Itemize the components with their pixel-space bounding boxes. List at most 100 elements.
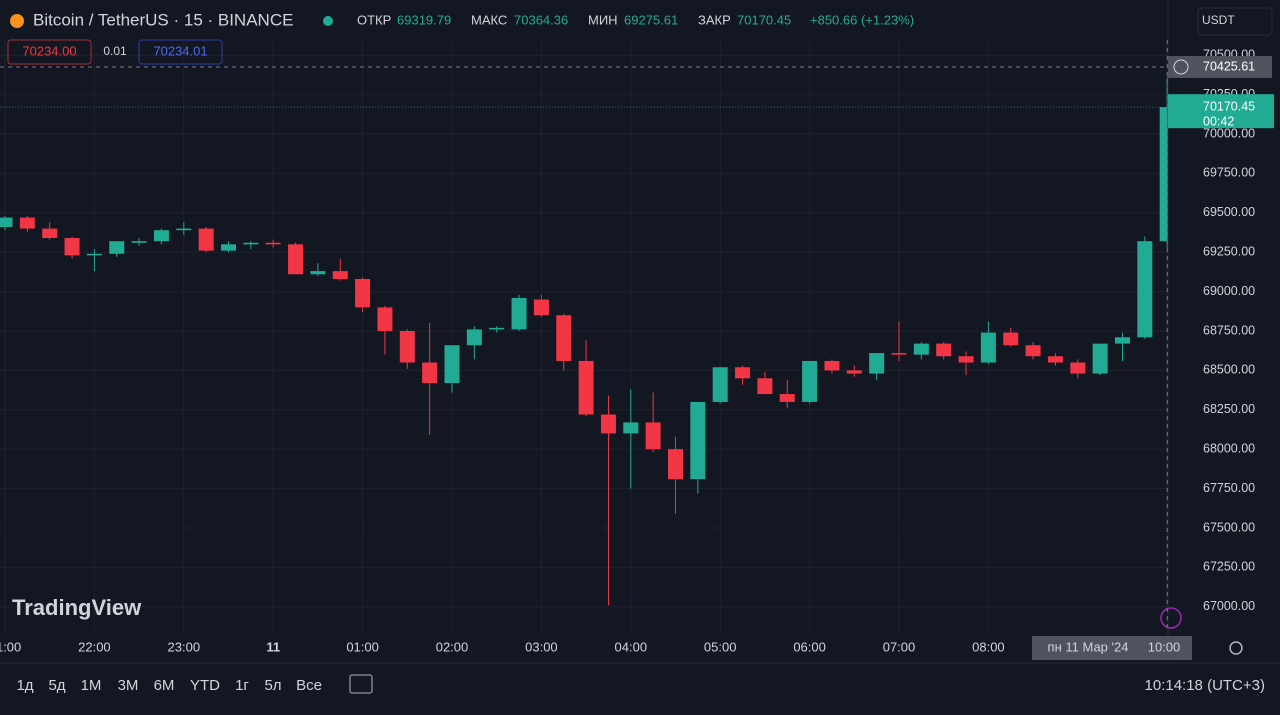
y-tick-label: 67000.00: [1203, 599, 1255, 613]
candle-body: [131, 241, 147, 243]
y-tick-label: 70000.00: [1203, 126, 1255, 140]
candle-body: [600, 414, 616, 434]
x-tick-label: 23:00: [168, 639, 201, 654]
x-tick-label: 03:00: [525, 639, 558, 654]
range-button[interactable]: 1г: [235, 677, 249, 694]
y-tick-label: 67750.00: [1203, 481, 1255, 495]
alert-icon[interactable]: [1160, 607, 1182, 629]
candle-body: [64, 238, 80, 256]
buy-button[interactable]: [138, 39, 223, 65]
x-tick-label: 02:00: [436, 639, 469, 654]
candle-body: [489, 327, 505, 330]
candle-body: [332, 271, 348, 280]
candle-body: [399, 331, 415, 363]
range-button[interactable]: 1д: [16, 677, 33, 694]
candle-body: [221, 244, 236, 251]
candle-body: [243, 242, 259, 245]
crosshair-price: 70425.61: [1203, 59, 1255, 73]
y-tick-label: 67500.00: [1203, 520, 1255, 534]
currency[interactable]: USDT: [1202, 13, 1235, 27]
candle-body: [578, 360, 594, 415]
candle-body: [176, 228, 192, 231]
candle-body: [444, 345, 460, 384]
y-tick-label: 68750.00: [1203, 323, 1255, 337]
range-button[interactable]: Все: [296, 677, 322, 694]
candle-body: [511, 297, 527, 330]
crosshair-date: пн 11 Мар '24: [1048, 639, 1129, 654]
price-label: 70170.45: [1203, 99, 1255, 113]
range-button[interactable]: 1М: [81, 677, 102, 694]
x-tick-label: 22:00: [78, 639, 111, 654]
candle-body: [869, 353, 885, 374]
crosshair-add: [1173, 59, 1189, 75]
candle-body: [779, 394, 795, 402]
change: +850.66 (+1.23%): [810, 12, 914, 27]
candle-body: [846, 370, 862, 374]
crosshair-price-box: [1168, 55, 1272, 78]
market-status: [323, 16, 333, 26]
settings-icon[interactable]: [1229, 641, 1243, 655]
x-tick-label: 21:00: [0, 639, 21, 654]
x-tick-label: 08:00: [972, 639, 1005, 654]
x-tick-label: 07:00: [883, 639, 916, 654]
grid-layer: [0, 40, 1168, 632]
watermark: TradingView: [12, 595, 142, 620]
candle-body: [824, 360, 840, 371]
candle-body: [757, 378, 773, 395]
crosshair-time-box: [1032, 636, 1192, 660]
candle-body: [42, 228, 58, 239]
high-value: 70364.36: [514, 12, 568, 27]
crosshair-time: 10:00: [1148, 639, 1181, 654]
candle-body: [109, 241, 125, 254]
range-button[interactable]: YTD: [190, 677, 220, 694]
spread: 0.01: [103, 44, 127, 58]
sell-button[interactable]: [7, 39, 92, 65]
candle-body: [556, 315, 572, 361]
candle-body: [645, 422, 661, 450]
close-value: 70170.45: [737, 12, 791, 27]
bid[interactable]: 70234.00: [22, 43, 76, 58]
x-tick-label: 06:00: [793, 639, 826, 654]
open-value: 69319.79: [397, 12, 451, 27]
candle-body: [891, 353, 907, 355]
candle-body: [623, 422, 639, 434]
range-button[interactable]: 5л: [264, 677, 281, 694]
countdown: 00:42: [1203, 114, 1234, 128]
y-tick-label: 69250.00: [1203, 245, 1255, 259]
candle-body: [712, 367, 728, 402]
y-tick-label: 67250.00: [1203, 560, 1255, 574]
y-tick-label: 68000.00: [1203, 441, 1255, 455]
candle-body: [0, 217, 13, 228]
ask[interactable]: 70234.01: [153, 43, 207, 58]
candle-body: [1003, 332, 1019, 346]
date-range-icon[interactable]: [349, 674, 373, 694]
candle-body: [466, 329, 482, 346]
y-tick-label: 69500.00: [1203, 205, 1255, 219]
low-label: МИН: [588, 12, 618, 27]
candle-body: [980, 332, 996, 363]
candle-body: [668, 449, 683, 480]
close-label: ЗАКР: [698, 12, 731, 27]
candle-body: [735, 367, 751, 379]
candle-body: [377, 307, 393, 332]
currency-button[interactable]: [1197, 7, 1273, 36]
range-button[interactable]: 6М: [154, 677, 175, 694]
range-button[interactable]: 5д: [48, 677, 65, 694]
x-tick-label: 11: [266, 639, 280, 654]
y-tick-label: 68250.00: [1203, 402, 1255, 416]
range-button[interactable]: 3М: [118, 677, 139, 694]
open-label: ОТКР: [357, 12, 391, 27]
candle-body: [19, 217, 35, 229]
candle-body: [153, 230, 169, 242]
candle-body: [1137, 241, 1153, 338]
candle-body: [355, 279, 371, 308]
candle-body: [913, 343, 929, 355]
candle-body: [310, 271, 326, 275]
candle-body: [1115, 337, 1130, 344]
candle-body: [265, 242, 281, 245]
price-label-box: [1168, 94, 1274, 129]
candle-body: [533, 299, 549, 316]
candle-body: [198, 228, 214, 251]
